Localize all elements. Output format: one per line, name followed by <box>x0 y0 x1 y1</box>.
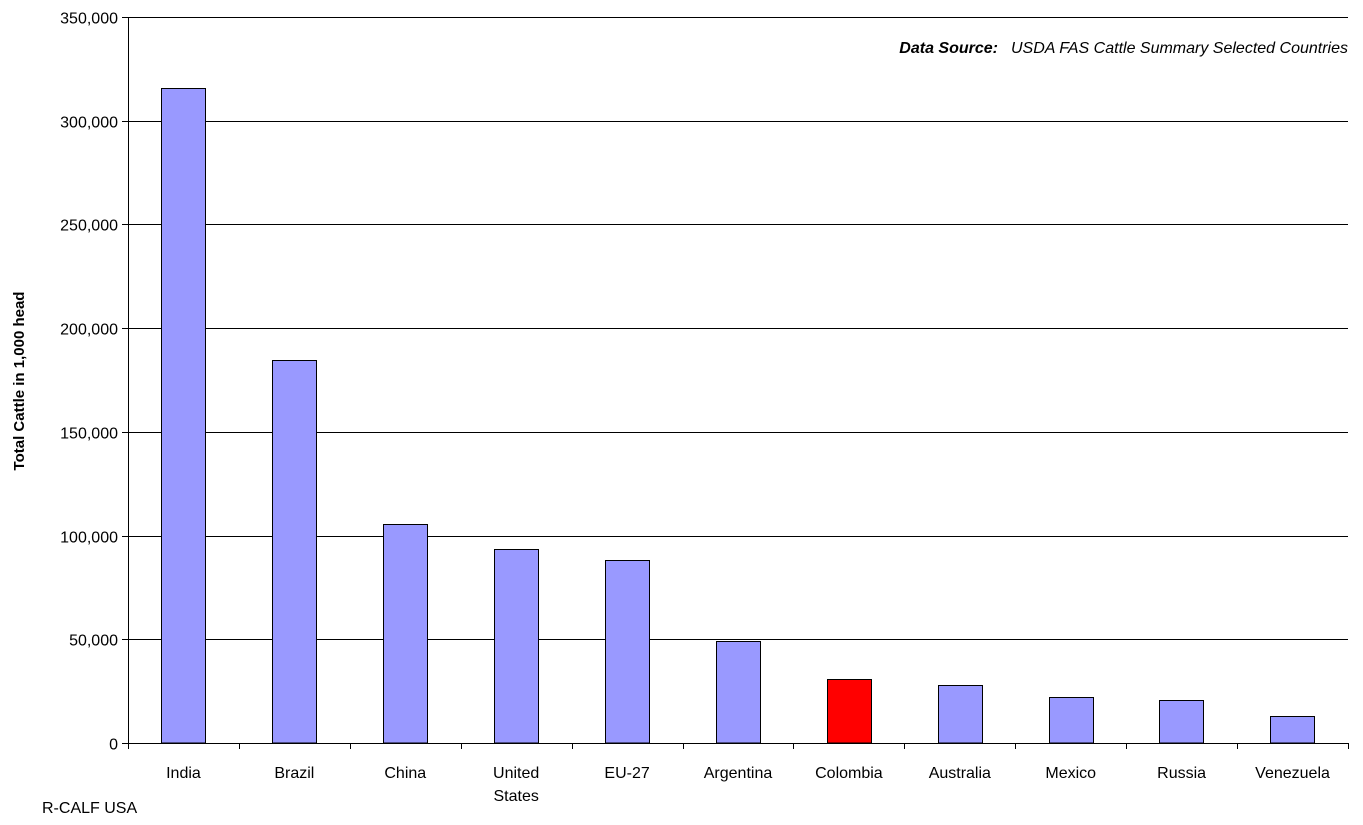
y-tick-label: 50,000 <box>69 633 118 650</box>
x-tick-label: United States <box>493 765 539 805</box>
bar-colombia <box>827 679 872 744</box>
bar-brazil <box>272 360 317 744</box>
y-tick-labels: 0 50,000 100,000 150,000 200,000 250,000 300,0… <box>60 11 118 754</box>
bar-argentina <box>716 641 761 744</box>
data-source-annotation: Data Source: USDA FAS Cattle Summary Sele… <box>899 40 1348 57</box>
bar-china <box>383 524 428 744</box>
data-source-label: Data Source: <box>899 40 998 57</box>
bar-venezuela <box>1270 716 1315 744</box>
y-tick-label: 200,000 <box>60 322 118 339</box>
x-tick-label: China <box>384 765 426 782</box>
x-tick-label: Australia <box>929 765 991 782</box>
bar-eu-27 <box>605 560 650 744</box>
x-tick-label: EU-27 <box>604 765 649 782</box>
bar-united-states <box>494 549 539 744</box>
data-source-text: USDA FAS Cattle Summary Selected Countri… <box>1011 40 1348 57</box>
x-tick-label: Colombia <box>815 765 883 782</box>
bar-india <box>161 88 206 744</box>
x-tick-label: Venezuela <box>1255 765 1330 782</box>
bar-russia <box>1159 700 1204 744</box>
y-tick-label: 250,000 <box>60 218 118 235</box>
footer-credit: R-CALF USA <box>42 800 138 817</box>
x-tick-label: Brazil <box>274 765 314 782</box>
y-axis-title: Total Cattle in 1,000 head <box>11 292 28 471</box>
x-tick-labels: India Brazil China United States EU-27 Argenti… <box>166 765 1330 805</box>
bars <box>161 88 1315 744</box>
y-tick-label: 350,000 <box>60 11 118 28</box>
bar-australia <box>938 685 983 744</box>
y-tick-label: 100,000 <box>60 530 118 547</box>
axes <box>122 17 1349 749</box>
x-tick-label: Russia <box>1157 765 1206 782</box>
x-tick-label: India <box>166 765 201 782</box>
y-tick-label: 0 <box>109 737 118 754</box>
bar-mexico <box>1049 697 1094 744</box>
gridlines <box>128 17 1348 640</box>
y-tick-label: 300,000 <box>60 115 118 132</box>
x-tick-label: Argentina <box>704 765 773 782</box>
y-tick-label: 150,000 <box>60 426 118 443</box>
x-tick-label: Mexico <box>1045 765 1096 782</box>
